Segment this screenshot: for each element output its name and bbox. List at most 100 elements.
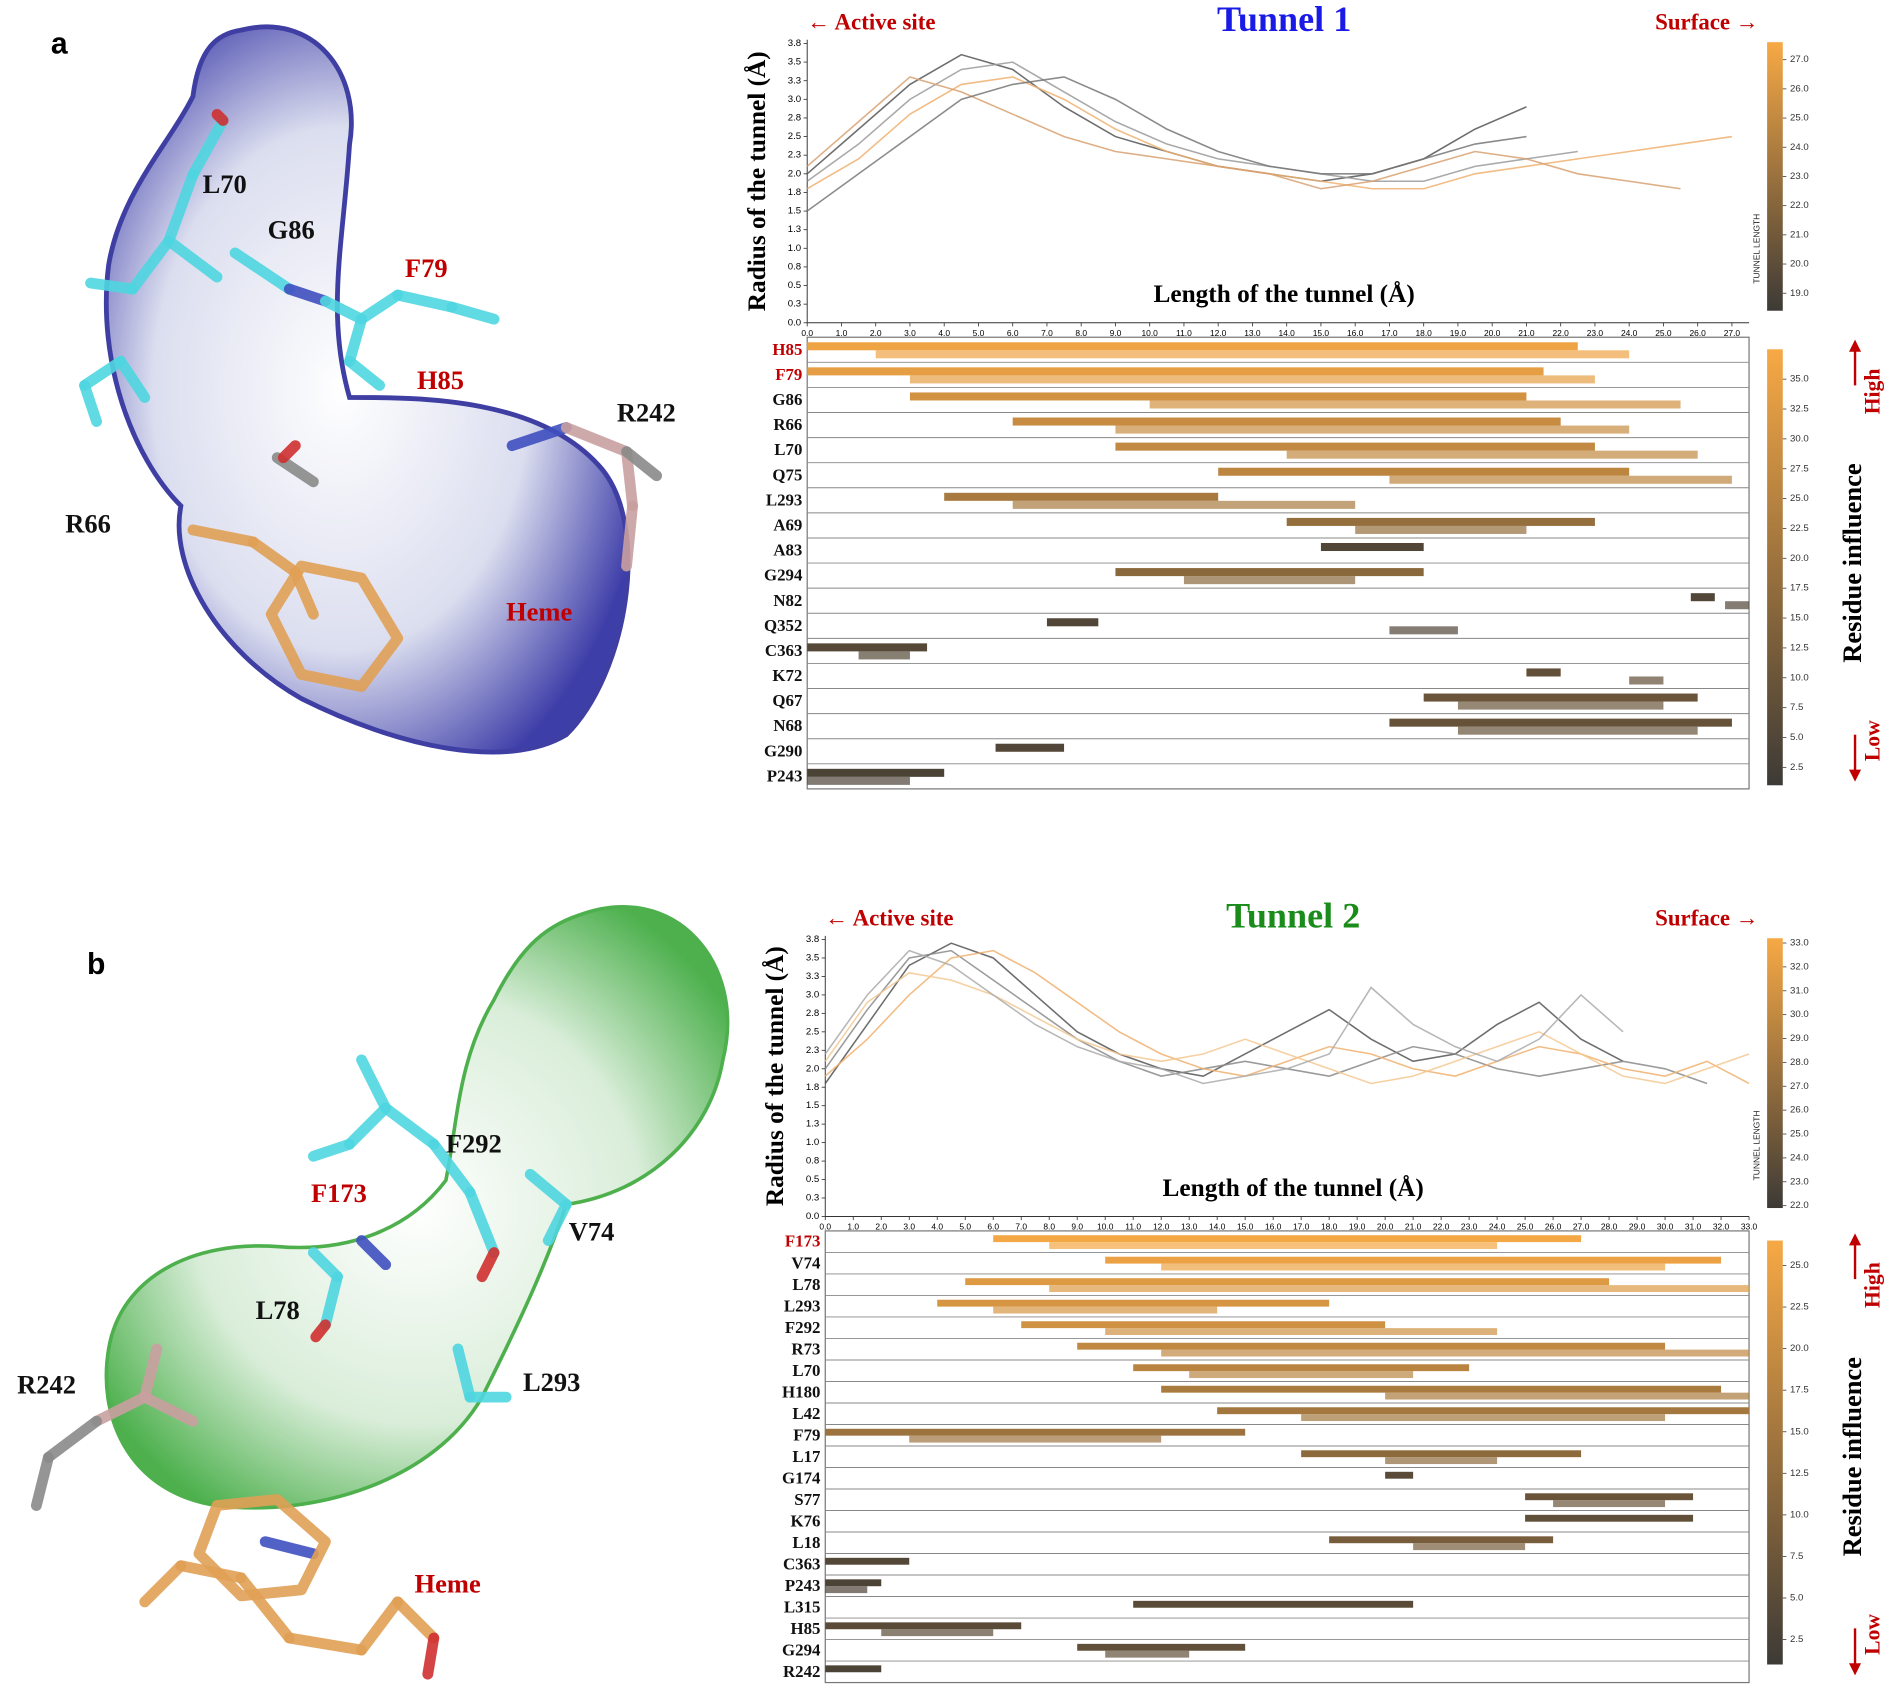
colorbar-tick-label: 27.0 (1790, 54, 1809, 65)
x-tick-label: 7.0 (1041, 328, 1053, 338)
colorbar-tick-label: 27.5 (1790, 463, 1809, 474)
arrow-head (1849, 1663, 1862, 1676)
heme-ring (265, 560, 404, 692)
residue-contact (1161, 1385, 1722, 1393)
x-tick-label: 12.0 (1210, 328, 1227, 338)
residue-name: L70 (792, 1361, 820, 1380)
colorbar-tick-label: 27.0 (1790, 1081, 1809, 1092)
colorbar-tick-label: 5.0 (1790, 1593, 1803, 1604)
bond-stick (91, 1391, 151, 1427)
y-tick-label: 3.5 (806, 953, 819, 964)
residue-contact (807, 776, 910, 785)
bond-stick (344, 313, 367, 367)
residue-contact (875, 350, 1630, 359)
residue-name: F292 (785, 1318, 821, 1337)
x-tick-label: 13.0 (1181, 1222, 1198, 1232)
colorbar-tick-label: 20.0 (1790, 259, 1809, 270)
x-tick-label: 1.0 (847, 1222, 859, 1232)
residue-frame (824, 1230, 1750, 1684)
residue-contact (1457, 726, 1698, 735)
residue-contact (1021, 1321, 1386, 1329)
x-tick-label: 6.0 (1007, 328, 1019, 338)
y-tick-label: 0.5 (788, 280, 801, 291)
residue-label: Heme (415, 1568, 481, 1598)
arrow-head (1849, 339, 1862, 352)
bond-stick (524, 1168, 572, 1210)
x-tick-label: 23.0 (1461, 1222, 1478, 1232)
colorbar-tick-label: 2.5 (1790, 1634, 1803, 1645)
residue-name: R242 (783, 1662, 820, 1681)
residue-name: P243 (785, 1576, 821, 1595)
arrow-head (1849, 769, 1862, 782)
residue-name: P243 (767, 766, 803, 785)
high-label: High (1860, 369, 1884, 415)
y-tick-label: 3.8 (788, 38, 801, 49)
direction-note: ← Active site (807, 9, 935, 34)
bond-stick (542, 1198, 572, 1246)
residue-contact (1385, 1471, 1414, 1479)
bond-stick (446, 301, 500, 325)
y-tick-label: 2.0 (806, 1063, 819, 1074)
bond-stick (506, 422, 572, 452)
x-tick-label: 25.0 (1655, 328, 1672, 338)
residue-contact (909, 375, 1595, 384)
colorbar-tick-label: 31.0 (1790, 985, 1809, 996)
y-tick-label: 0.3 (806, 1193, 819, 1204)
y-tick-label: 2.3 (788, 150, 801, 161)
residue-name: F173 (785, 1232, 821, 1251)
colorbar-tick-label: 21.0 (1790, 229, 1809, 240)
residue-contact (1012, 417, 1561, 426)
radius-profile (824, 949, 1624, 1085)
bond-stick (476, 1247, 500, 1283)
radius-profile (806, 53, 1527, 183)
residue-contact (1553, 1500, 1666, 1508)
low-label: Low (1860, 1614, 1884, 1655)
bond-stick (235, 1572, 295, 1644)
bond-stick (307, 1247, 343, 1283)
tunnel-1-structure (79, 24, 663, 755)
x-tick-label: 16.0 (1265, 1222, 1282, 1232)
bond-stick (283, 283, 331, 307)
colorbar-tick-label: 35.0 (1790, 374, 1809, 385)
residue-contact (944, 492, 1219, 501)
residue-name: G174 (782, 1468, 821, 1487)
bond-stick (621, 446, 638, 512)
residue-contact (1133, 1600, 1414, 1608)
residue-contact (1115, 568, 1424, 577)
x-tick-label: 33.0 (1741, 1222, 1758, 1232)
direction-note: ← Active site (825, 905, 953, 930)
bond-stick (356, 1235, 392, 1271)
colorbar-tick-label: 10.0 (1790, 1509, 1809, 1520)
x-tick-label: 4.0 (931, 1222, 943, 1232)
residue-label: H85 (417, 365, 464, 395)
residue-contact (1105, 1328, 1498, 1336)
y-tick-label: 0.8 (806, 1156, 819, 1167)
y-tick-label: 1.0 (806, 1137, 819, 1148)
colorbar-tick-label: 25.0 (1790, 493, 1809, 504)
bond-stick (452, 1343, 476, 1403)
residue-name: G86 (772, 390, 802, 409)
bond-stick (356, 1054, 392, 1114)
bond-stick (356, 1596, 404, 1656)
x-tick-label: 11.0 (1176, 328, 1192, 338)
y-tick-label: 3.0 (788, 94, 801, 105)
residue-contact (1301, 1450, 1582, 1458)
x-tick-label: 19.0 (1450, 328, 1467, 338)
residue-contact (1725, 601, 1750, 610)
bond-stick (139, 1343, 163, 1403)
x-tick-label: 22.0 (1552, 328, 1569, 338)
bond-stick (560, 422, 632, 458)
colorbar-tick-label: 2.5 (1790, 762, 1803, 773)
residue-name: K76 (790, 1511, 820, 1530)
colorbar-tick-label: 30.0 (1790, 1009, 1809, 1020)
x-tick-label: 26.0 (1545, 1222, 1562, 1232)
colorbar-tick-label: 32.5 (1790, 404, 1809, 415)
residue-name: Q75 (772, 465, 802, 484)
x-tick-label: 7.0 (1015, 1222, 1027, 1232)
bond-stick (392, 1596, 440, 1644)
residue-contact (1457, 701, 1664, 710)
x-tick-label: 5.0 (973, 328, 985, 338)
chart-title: Tunnel 2 (1226, 895, 1360, 935)
x-tick-label: 6.0 (987, 1222, 999, 1232)
residue-label: F79 (405, 253, 448, 283)
